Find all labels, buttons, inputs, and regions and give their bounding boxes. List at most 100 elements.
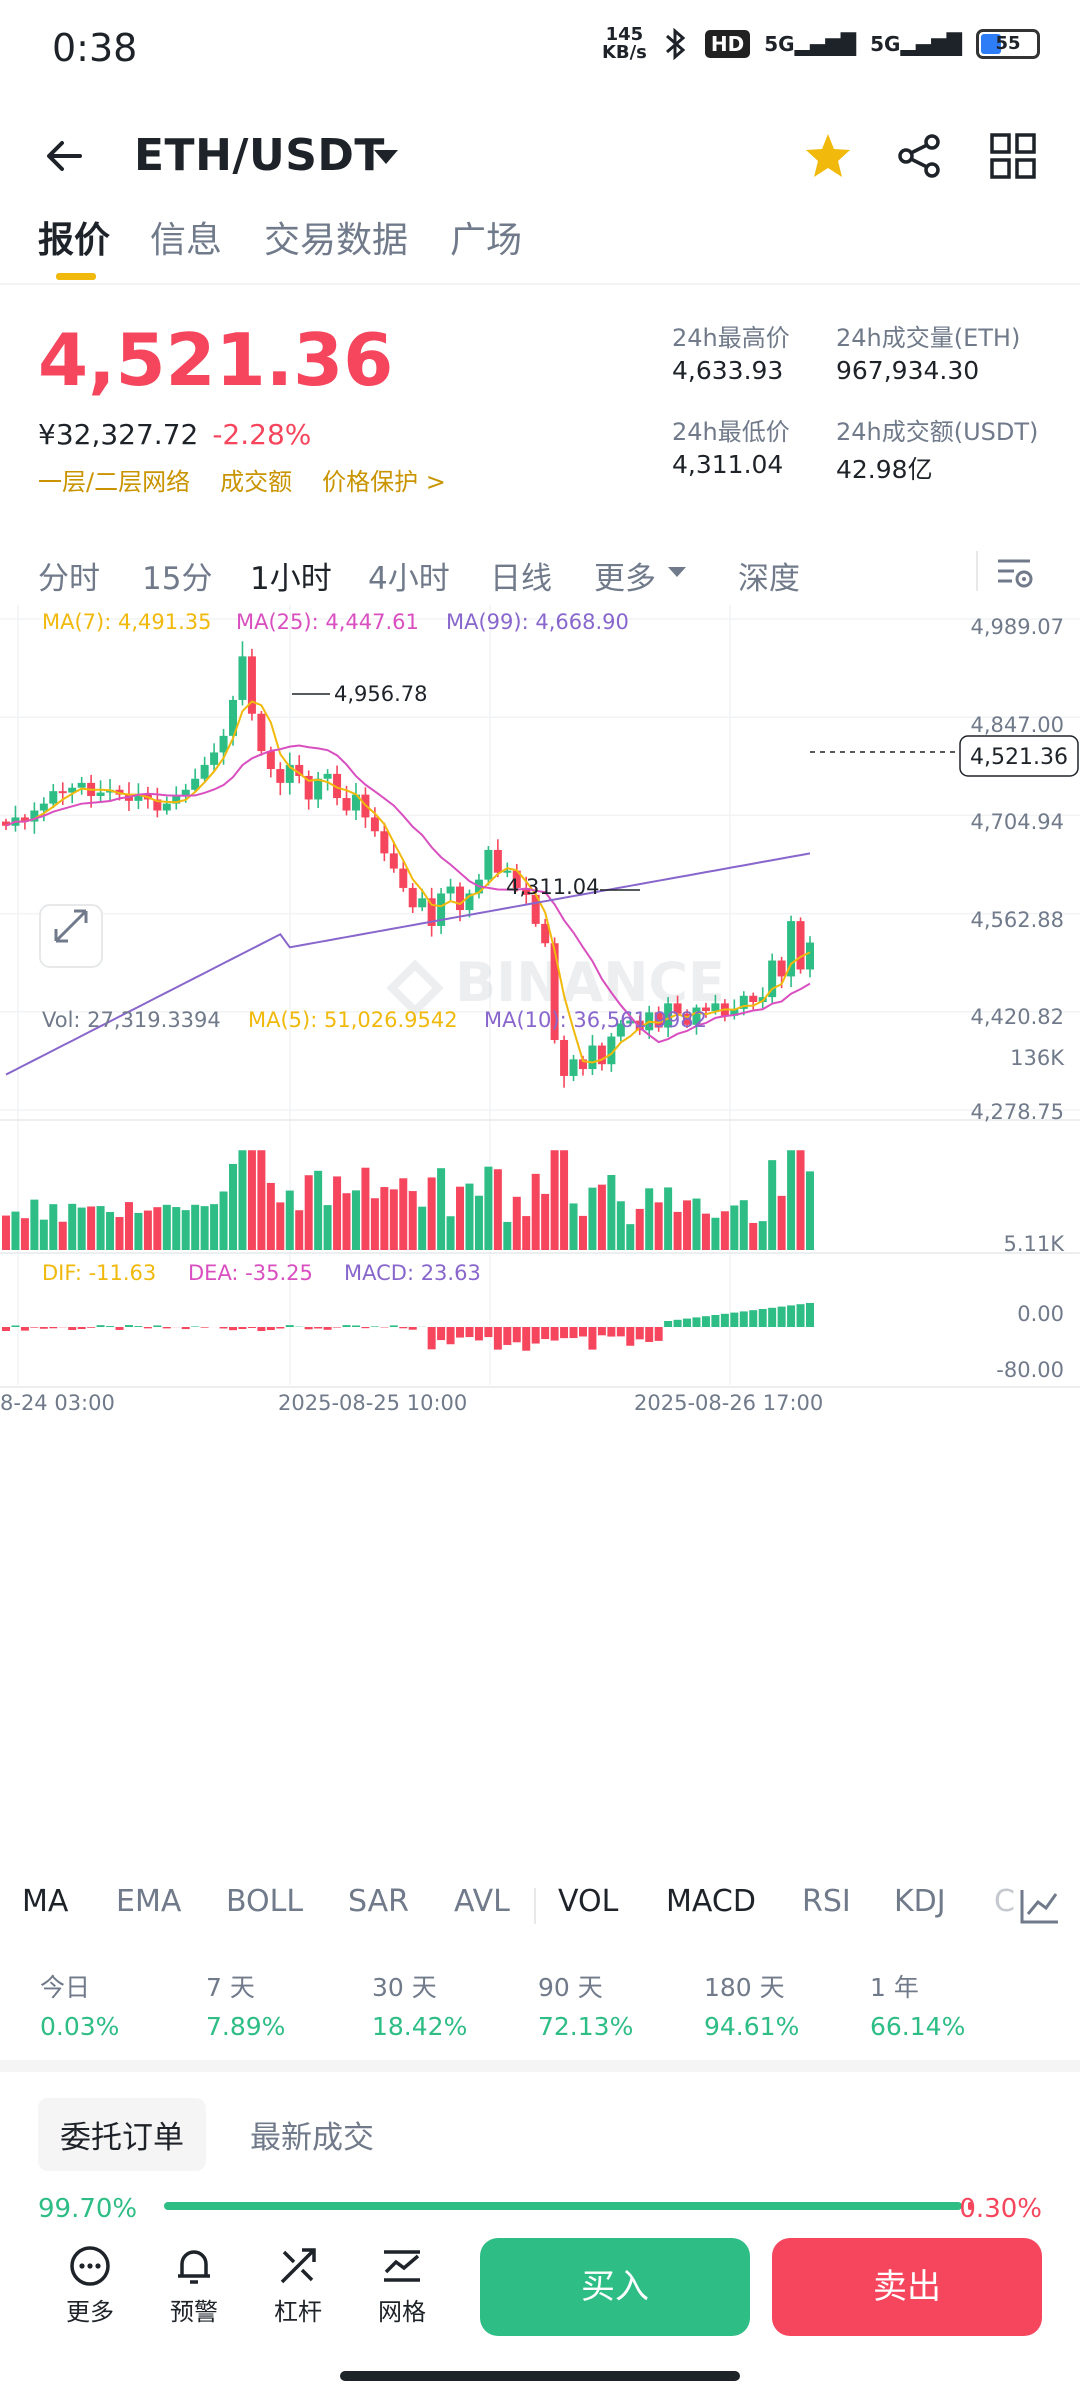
last-price: 4,521.36 [38,318,394,402]
candle [777,960,786,977]
volume-bar [153,1207,162,1250]
macd-bar [626,1327,635,1346]
macd-bar [503,1327,512,1345]
candle [229,699,238,736]
signal-icon-1: 5G▂▄▆█ [764,32,857,56]
ind-sar[interactable]: SAR [348,1884,409,1919]
ind-macd[interactable]: MACD [666,1884,756,1919]
volume-bar [541,1193,550,1250]
candle [49,791,58,804]
candle [200,764,209,779]
candle [68,787,77,793]
ind-kdj[interactable]: KDJ [894,1884,946,1919]
candle [295,764,304,776]
ind-rsi[interactable]: RSI [802,1884,851,1919]
macd-bar [115,1327,124,1330]
period-4h[interactable]: 4小时 [368,561,450,597]
candle [787,921,796,977]
macd-bar [314,1327,323,1329]
macd-bar [578,1327,587,1337]
link-layer-network[interactable]: 一层/二层网络 [38,468,191,496]
pair-title[interactable]: ETH/USDT [134,130,385,181]
macd-bar [181,1327,190,1330]
grid-icon[interactable] [985,128,1041,184]
sell-button[interactable]: 卖出 [772,2238,1042,2336]
period-more[interactable]: 更多 [594,561,656,597]
period-1h[interactable]: 1小时 [250,561,332,597]
tab-order-book[interactable]: 委托订单 [38,2098,206,2171]
order-tabs: 委托订单 最新成交 [0,2092,1080,2172]
ind-ma[interactable]: MA [22,1884,69,1919]
candle [134,793,143,801]
grid-trading-button[interactable]: 网格 [362,2244,442,2327]
period-timeline[interactable]: 分时 [38,561,100,597]
ind-avl[interactable]: AVL [454,1884,510,1919]
volume-bar [134,1212,143,1250]
candle [550,943,559,1041]
macd-bar [701,1316,710,1327]
macd-bar [806,1303,814,1327]
ind-more[interactable]: C [994,1884,1015,1919]
tab-info[interactable]: 信息 [150,220,223,261]
macd-bar [616,1327,625,1337]
link-turnover[interactable]: 成交额 [220,468,293,496]
macd-bar [437,1327,446,1341]
vol-ma10-label: MA(10): 36,561.9982 [484,1008,707,1032]
period-15m[interactable]: 15分 [142,561,213,597]
perf-value: 72.13% [538,2012,634,2041]
macd-bar [588,1327,597,1350]
link-price-protection[interactable]: 价格保护 > [322,468,446,496]
tab-quote[interactable]: 报价 [38,220,111,261]
kline-chart[interactable]: BINANCE MA(7): 4,491.35 MA(25): 4,447.61… [0,605,1080,1850]
tab-latest-trades[interactable]: 最新成交 [250,2120,374,2156]
ind-ema[interactable]: EMA [116,1884,182,1919]
candle [389,853,398,869]
volume-bar [124,1202,133,1250]
candle [588,1045,597,1070]
candle [351,794,360,811]
candle [77,782,86,788]
macd-bar [219,1327,228,1329]
back-arrow-icon[interactable] [40,132,88,180]
volume-bar [181,1210,190,1250]
volume-bar [673,1211,682,1250]
macd-bar [692,1317,701,1327]
dropdown-caret-icon[interactable] [374,150,398,164]
high-label: 24h最高价 [672,324,790,352]
macd-bar [11,1325,20,1327]
candle [219,735,228,753]
volume-bar [531,1173,540,1250]
macd-bar [531,1327,540,1344]
indicator-settings-icon[interactable] [1018,1886,1062,1926]
alert-button[interactable]: 预警 [154,2244,234,2327]
period-depth[interactable]: 深度 [738,561,800,597]
buy-bar [164,2202,962,2210]
macd-bar [787,1305,796,1327]
tab-trading-data[interactable]: 交易数据 [264,220,409,261]
ma7-label: MA(7): 4,491.35 [42,610,212,634]
header: ETH/USDT [0,100,1080,210]
volume-bar [569,1203,578,1250]
perf-label: 1 年 [870,1973,919,2002]
leverage-button[interactable]: 杠杆 [258,2244,338,2327]
chart-settings-icon[interactable] [994,551,1036,593]
candle [191,778,200,790]
volume-bar [210,1204,219,1250]
volume-bar [380,1187,389,1250]
share-icon[interactable] [892,128,948,184]
ind-boll[interactable]: BOLL [226,1884,304,1919]
candle [285,764,294,783]
volume-bar [333,1176,342,1250]
tab-square[interactable]: 广场 [450,220,523,261]
period-1d[interactable]: 日线 [490,561,552,597]
buy-button[interactable]: 买入 [480,2238,750,2336]
dif-label: DIF: -11.63 [42,1261,156,1285]
vol-tick: 5.11K [1003,1232,1065,1256]
fullscreen-icon[interactable] [39,904,103,968]
ind-vol[interactable]: VOL [558,1884,619,1919]
more-button[interactable]: 更多 [50,2244,130,2327]
status-time: 0:38 [52,26,138,70]
tab-indicator [56,273,96,280]
macd-bar [30,1327,39,1328]
star-icon[interactable] [800,128,856,184]
